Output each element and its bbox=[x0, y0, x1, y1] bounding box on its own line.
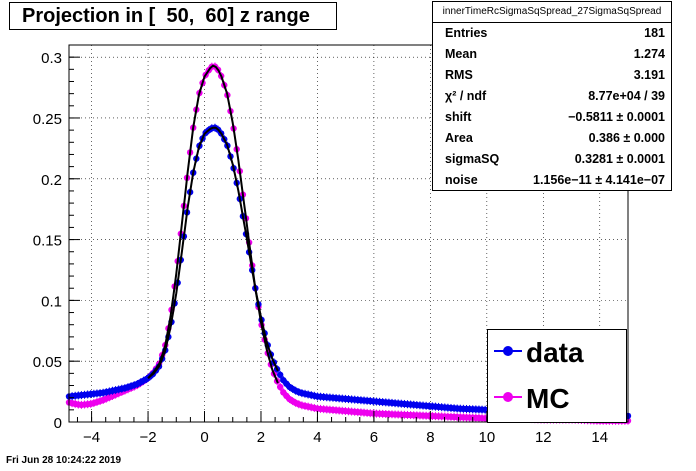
stats-value: 8.77e+04 / 39 bbox=[588, 89, 665, 103]
stats-box: innerTimeRcSigmaSqSpread_27SigmaSqSpread… bbox=[432, 1, 672, 191]
stats-label: Entries bbox=[445, 26, 488, 40]
stats-title: innerTimeRcSigmaSqSpread_27SigmaSqSpread bbox=[433, 2, 671, 23]
stats-label: Mean bbox=[445, 47, 477, 61]
legend-marker-mc bbox=[503, 392, 513, 402]
stats-value: 1.274 bbox=[633, 47, 665, 61]
plot-frame bbox=[68, 44, 629, 423]
x-tick-label: −2 bbox=[139, 429, 156, 446]
stats-label: shift bbox=[445, 110, 472, 124]
stats-value: −0.5811 ± 0.0001 bbox=[568, 110, 665, 124]
point-data bbox=[276, 371, 284, 379]
timestamp: Fri Jun 28 10:24:22 2019 bbox=[6, 455, 122, 466]
stats-label: χ² / ndf bbox=[445, 89, 487, 103]
point-mc bbox=[276, 383, 284, 391]
y-tick-label: 0 bbox=[54, 415, 62, 432]
y-tick-label: 0.25 bbox=[33, 111, 62, 128]
legend-label-data: data bbox=[526, 337, 584, 368]
x-tick-label: 0 bbox=[200, 429, 208, 446]
legend: data MC bbox=[487, 329, 627, 423]
x-tick-label: 8 bbox=[426, 429, 434, 446]
stats-row-mean: Mean 1.274 bbox=[433, 44, 671, 65]
y-tick-label: 0.3 bbox=[41, 50, 62, 67]
stats-value: 3.191 bbox=[633, 68, 665, 82]
y-tick-label: 0.2 bbox=[41, 172, 62, 189]
x-tick-label: 6 bbox=[370, 429, 378, 446]
y-tick-label: 0.15 bbox=[33, 233, 62, 250]
stats-value: 0.386 ± 0.000 bbox=[588, 131, 665, 145]
chart-title: Projection in [ 50, 60] z range bbox=[9, 2, 337, 30]
stats-row-entries: Entries 181 bbox=[433, 23, 671, 44]
stats-label: sigmaSQ bbox=[445, 152, 500, 166]
x-tick-label: 2 bbox=[257, 429, 265, 446]
axes: −4 −2 0 2 4 6 8 10 12 14 0 0.05 0.1 0.15 0.2 0.25 0.3 bbox=[33, 44, 629, 446]
legend-marker-data bbox=[503, 346, 513, 356]
stats-label: Area bbox=[445, 131, 473, 145]
x-tick-label: 14 bbox=[591, 429, 608, 446]
x-tick-label: −4 bbox=[83, 429, 100, 446]
stats-row-shift: shift −0.5811 ± 0.0001 bbox=[433, 107, 671, 128]
stats-row-rms: RMS 3.191 bbox=[433, 65, 671, 86]
y-tick-label: 0.1 bbox=[41, 293, 62, 310]
stats-label: RMS bbox=[445, 68, 473, 82]
legend-entry-mc: MC bbox=[488, 376, 626, 422]
fit-curve-mc bbox=[147, 64, 279, 384]
legend-label-mc: MC bbox=[526, 383, 570, 414]
legend-entry-data: data bbox=[488, 330, 626, 376]
stats-value: 1.156e−11 ± 4.141e−07 bbox=[533, 173, 665, 187]
y-tick-label: 0.05 bbox=[33, 354, 62, 371]
stats-label: noise bbox=[445, 173, 478, 187]
stats-row-area: Area 0.386 ± 0.000 bbox=[433, 128, 671, 149]
x-tick-label: 10 bbox=[478, 429, 495, 446]
fit-curves bbox=[147, 64, 279, 384]
stats-row-noise: noise 1.156e−11 ± 4.141e−07 bbox=[433, 170, 671, 191]
stats-value: 0.3281 ± 0.0001 bbox=[574, 152, 665, 166]
fit-curve-data bbox=[147, 126, 279, 379]
grid-lines bbox=[69, 45, 628, 422]
stats-row-chi2: χ² / ndf 8.77e+04 / 39 bbox=[433, 86, 671, 107]
x-tick-label: 12 bbox=[535, 429, 552, 446]
stats-row-sigmasq: sigmaSQ 0.3281 ± 0.0001 bbox=[433, 149, 671, 170]
x-tick-label: 4 bbox=[313, 429, 321, 446]
stats-value: 181 bbox=[644, 26, 665, 40]
